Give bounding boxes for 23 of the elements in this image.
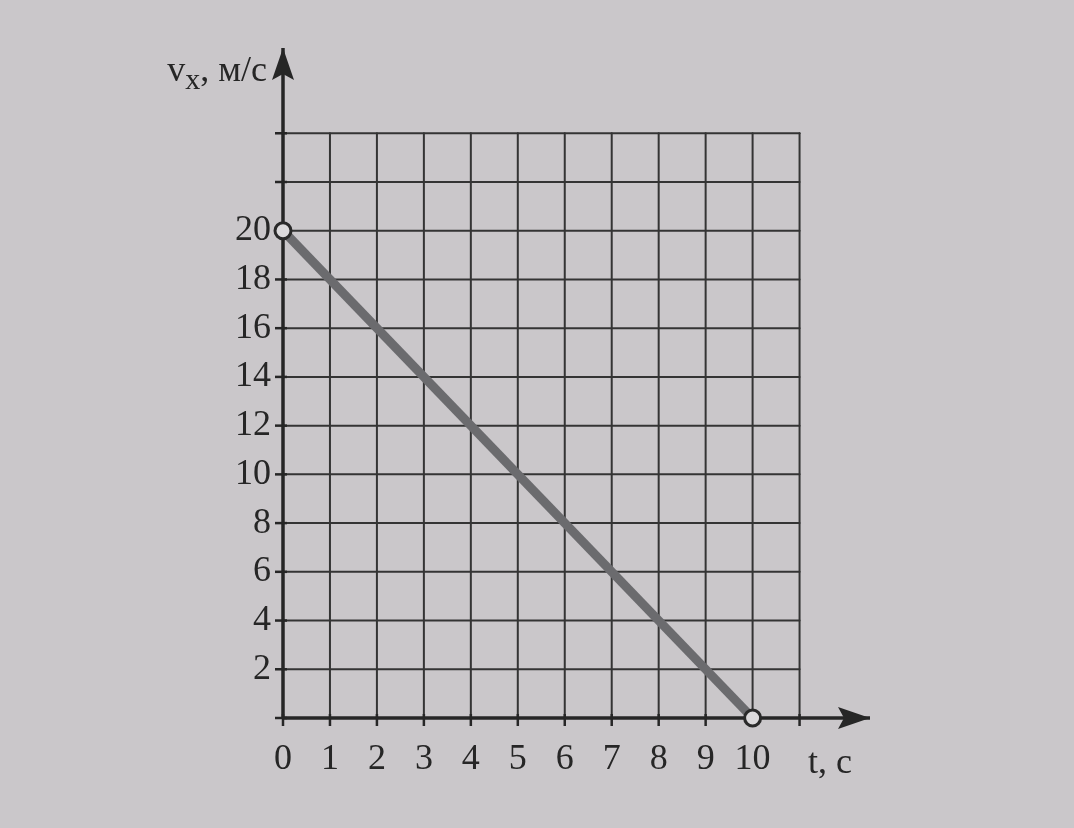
x-tick-label: 0 bbox=[274, 737, 292, 778]
x-tick-label: 2 bbox=[367, 737, 386, 778]
y-tick-label: 18 bbox=[235, 256, 271, 297]
y-tick-label: 2 bbox=[253, 646, 271, 687]
x-tick-label: 7 bbox=[602, 737, 621, 778]
y-tick-label: 10 bbox=[235, 451, 271, 492]
x-tick-label: 8 bbox=[649, 737, 668, 778]
x-axis-title: t, с bbox=[808, 741, 852, 782]
x-tick-label: 10 bbox=[734, 737, 771, 778]
y-tick-label: 6 bbox=[253, 549, 271, 590]
x-tick-label: 1 bbox=[320, 737, 339, 778]
x-tick-label: 9 bbox=[696, 737, 715, 778]
x-tick-label: 6 bbox=[555, 737, 574, 778]
x-tick-label: 4 bbox=[461, 737, 480, 778]
y-tick-label: 16 bbox=[235, 305, 271, 346]
y-tick-label: 8 bbox=[253, 500, 271, 541]
y-axis-title: v$_{x}$, м/с bbox=[167, 49, 267, 96]
y-tick-label: 12 bbox=[235, 403, 271, 444]
y-tick-label: 4 bbox=[253, 598, 271, 638]
x-tick-label: 3 bbox=[414, 737, 433, 778]
y-tick-label: 20 bbox=[235, 208, 271, 249]
x-tick-label: 5 bbox=[508, 737, 527, 778]
y-tick-label: 14 bbox=[235, 354, 271, 395]
